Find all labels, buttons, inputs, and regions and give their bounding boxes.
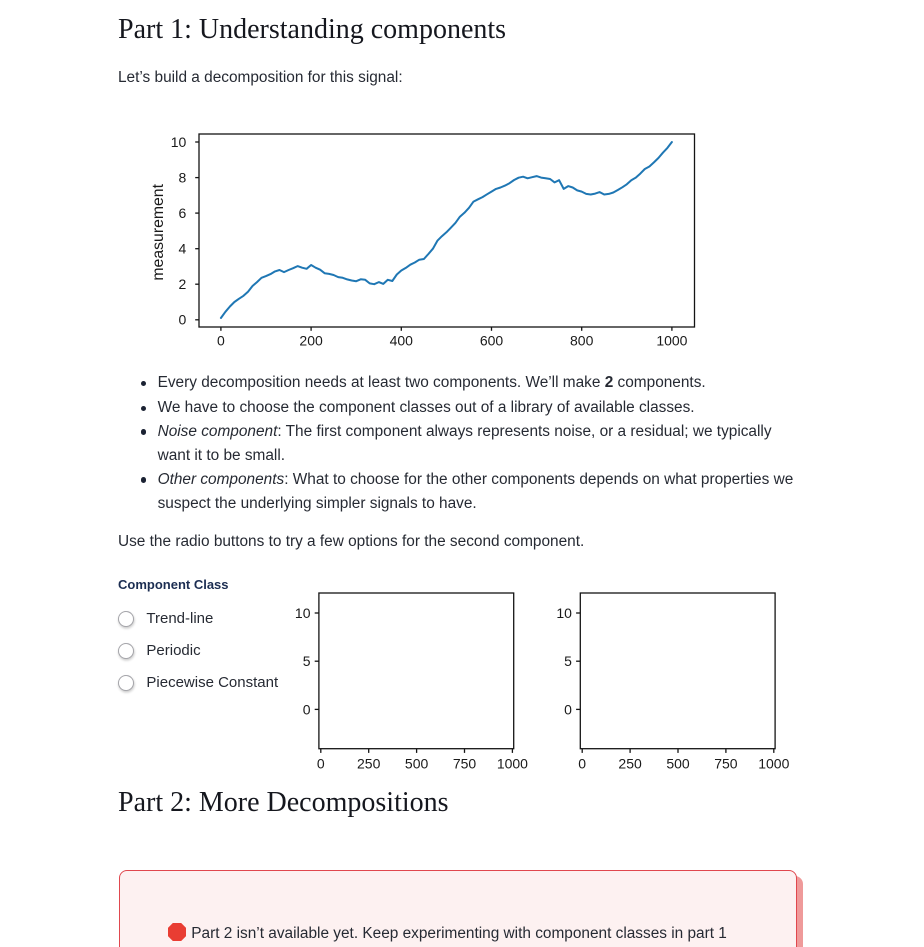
svg-text:measurement: measurement [150, 183, 167, 280]
svg-text:600: 600 [480, 333, 504, 349]
svg-text:400: 400 [390, 333, 414, 349]
svg-text:750: 750 [714, 756, 738, 772]
svg-text:1000: 1000 [497, 756, 528, 772]
svg-text:10: 10 [556, 605, 572, 621]
svg-text:5: 5 [303, 653, 311, 669]
svg-text:800: 800 [570, 333, 594, 349]
svg-text:0: 0 [217, 333, 225, 349]
svg-text:750: 750 [453, 756, 477, 772]
svg-text:250: 250 [618, 756, 642, 772]
svg-text:6: 6 [179, 205, 187, 221]
svg-text:10: 10 [295, 605, 311, 621]
svg-text:0: 0 [303, 701, 311, 717]
svg-text:4: 4 [179, 241, 187, 257]
svg-text:250: 250 [357, 756, 381, 772]
svg-text:0: 0 [179, 312, 187, 328]
svg-text:1000: 1000 [758, 756, 789, 772]
svg-text:0: 0 [317, 756, 325, 772]
svg-text:0: 0 [578, 756, 586, 772]
svg-text:10: 10 [171, 134, 187, 150]
svg-text:500: 500 [405, 756, 429, 772]
svg-text:1000: 1000 [656, 333, 687, 349]
svg-text:200: 200 [299, 333, 323, 349]
svg-text:0: 0 [564, 701, 572, 717]
svg-text:8: 8 [179, 169, 187, 185]
svg-text:2: 2 [179, 276, 187, 292]
svg-text:5: 5 [564, 653, 572, 669]
svg-text:500: 500 [666, 756, 690, 772]
